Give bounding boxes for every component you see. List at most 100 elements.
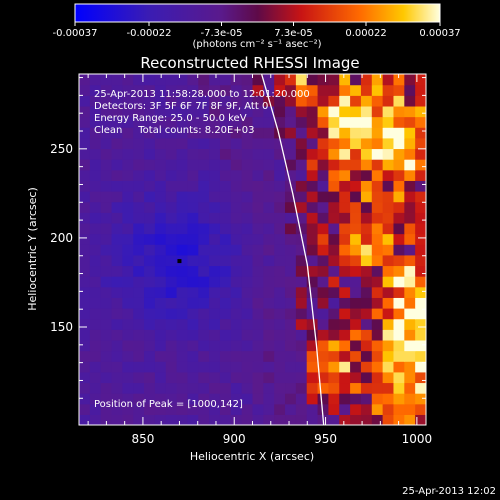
heatmap-cell <box>144 393 156 405</box>
heatmap-cell <box>306 318 319 330</box>
heatmap-cell <box>122 180 134 192</box>
info-block: 25-Apr-2013 11:58:28.000 to 12:01:20.000… <box>94 89 310 136</box>
heatmap-cell <box>198 339 210 352</box>
heatmap-cell <box>230 276 243 288</box>
heatmap-cell <box>350 371 362 384</box>
heatmap-cell <box>404 308 416 320</box>
heatmap-cell <box>209 286 221 298</box>
heatmap-cell <box>133 201 145 213</box>
heatmap-cell <box>339 244 351 256</box>
heatmap-cell <box>122 74 134 86</box>
heatmap-cell <box>285 212 297 224</box>
heatmap-cell <box>176 265 189 277</box>
heatmap-cell <box>176 244 189 256</box>
heatmap-cell <box>360 116 373 128</box>
heatmap-cell <box>219 116 232 128</box>
heatmap-cell <box>133 339 145 352</box>
heatmap-cell <box>79 361 91 373</box>
heatmap-cell <box>371 308 384 320</box>
heatmap-cell <box>371 350 384 362</box>
heatmap-cell <box>165 329 178 341</box>
heatmap-cell <box>241 244 254 256</box>
heatmap-cell <box>393 318 405 330</box>
heatmap-cell <box>350 339 362 352</box>
heatmap-cell <box>415 148 426 160</box>
heatmap-cell <box>382 414 395 425</box>
heatmap-cell <box>252 318 264 330</box>
heatmap-cell <box>111 350 123 362</box>
heatmap-cell <box>360 339 373 352</box>
heatmap-cell <box>100 84 113 96</box>
heatmap-cell <box>154 201 167 213</box>
heatmap-cell <box>79 116 91 128</box>
heatmap-cell <box>122 84 134 96</box>
heatmap-cell <box>252 191 264 203</box>
heatmap-cell <box>230 169 243 181</box>
heatmap-cell <box>295 201 308 213</box>
heatmap-cell <box>415 137 426 150</box>
heatmap-cell <box>154 137 167 150</box>
heatmap-cell <box>154 105 167 118</box>
heatmap-cell <box>219 127 232 139</box>
heatmap-cell <box>187 361 199 373</box>
heatmap-cell <box>198 265 210 277</box>
heatmap-cell <box>371 137 384 150</box>
heatmap-cell <box>79 265 91 277</box>
heatmap-cell <box>317 148 330 160</box>
heatmap-cell <box>230 137 243 150</box>
heatmap-cell <box>133 318 145 330</box>
heatmap-cell <box>274 286 286 298</box>
heatmap-cell <box>144 414 156 425</box>
heatmap-cell <box>306 286 319 298</box>
heatmap-cell <box>122 393 134 405</box>
heatmap-cell <box>317 137 330 150</box>
heatmap-cell <box>154 414 167 425</box>
heatmap-cell <box>187 414 199 425</box>
heatmap-cell <box>274 371 286 384</box>
heatmap-cell <box>133 393 145 405</box>
heatmap-cell <box>165 222 178 235</box>
heatmap-cell <box>219 414 232 425</box>
heatmap-cell <box>122 297 134 309</box>
heatmap-cell <box>209 276 221 288</box>
heatmap-cell <box>219 276 232 288</box>
heatmap-cell <box>111 148 123 160</box>
heatmap-cell <box>133 222 145 235</box>
heatmap-cell <box>187 74 199 86</box>
heatmap-cell <box>317 254 330 267</box>
heatmap-cell <box>100 222 113 235</box>
heatmap-cell <box>350 105 362 118</box>
heatmap-cell <box>252 95 264 107</box>
heatmap-cell <box>404 137 416 150</box>
heatmap-cell <box>350 84 362 96</box>
heatmap-cell <box>382 180 395 192</box>
heatmap-cell <box>371 148 384 160</box>
heatmap-cell <box>306 201 319 213</box>
heatmap-cell <box>295 276 308 288</box>
heatmap-cell <box>209 180 221 192</box>
heatmap-cell <box>339 116 351 128</box>
heatmap-cell <box>306 116 319 128</box>
heatmap-cell <box>209 169 221 181</box>
heatmap-cell <box>187 222 199 235</box>
heatmap-cell <box>198 84 210 96</box>
heatmap-cell <box>285 371 297 384</box>
heatmap-cell <box>241 297 254 309</box>
heatmap-cell <box>154 286 167 298</box>
heatmap-cell <box>252 222 264 235</box>
heatmap-cell <box>274 339 286 352</box>
heatmap-cell <box>328 116 340 128</box>
heatmap-cell <box>252 286 264 298</box>
heatmap-cell <box>89 233 102 245</box>
heatmap-cell <box>415 127 426 139</box>
heatmap-cell <box>317 403 330 415</box>
heatmap-cell <box>317 339 330 352</box>
heatmap-cell <box>209 201 221 213</box>
heatmap-cell <box>404 339 416 352</box>
heatmap-cell <box>360 84 373 96</box>
heatmap-cell <box>133 84 145 96</box>
info-energy-range: Energy Range: 25.0 - 50.0 keV <box>94 113 247 124</box>
heatmap-cell <box>295 371 308 384</box>
heatmap-cell <box>209 393 221 405</box>
heatmap-cell <box>371 159 384 171</box>
